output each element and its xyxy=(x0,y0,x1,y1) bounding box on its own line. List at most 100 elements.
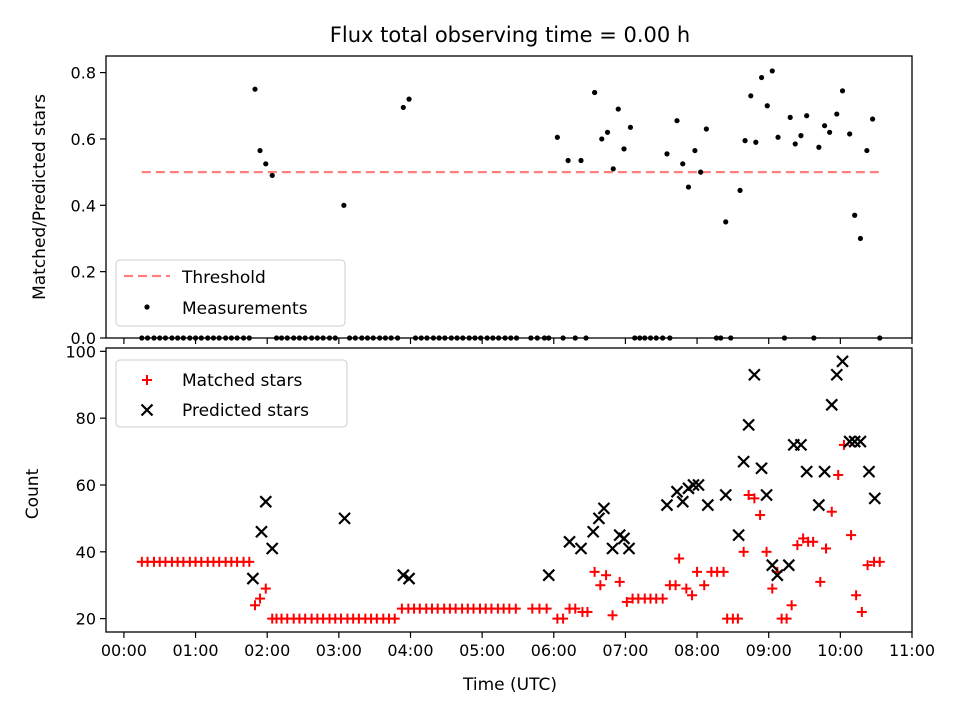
x-tick-label: 04:00 xyxy=(387,641,433,660)
predicted-star-marker xyxy=(760,488,773,502)
predicted-star-marker xyxy=(766,558,779,572)
predicted-star-marker xyxy=(843,435,856,448)
matched-star-marker xyxy=(749,493,760,504)
matched-star-marker xyxy=(792,540,803,551)
bottom-legend: Matched stars Predicted stars xyxy=(115,359,348,428)
predicted-star-marker xyxy=(800,465,813,478)
predicted-star-marker xyxy=(140,403,154,417)
measurement-point xyxy=(769,68,775,74)
measurement-point xyxy=(834,111,840,117)
matched-star-marker xyxy=(589,566,600,577)
y-tick-label: 0.0 xyxy=(71,329,96,348)
matched-star-marker xyxy=(657,593,668,604)
matched-star-marker xyxy=(755,510,766,521)
predicted-star-marker xyxy=(246,572,260,585)
matched-star-marker xyxy=(732,613,743,624)
matched-star-marker xyxy=(681,583,692,594)
measurement-point xyxy=(821,123,828,129)
x-tick-label: 06:00 xyxy=(531,641,577,660)
measurement-point xyxy=(857,235,864,242)
measurement-point xyxy=(263,161,269,167)
measurement-point xyxy=(792,141,798,147)
measurement-point xyxy=(685,184,692,190)
measurement-point xyxy=(864,147,870,154)
matched-star-marker xyxy=(692,566,703,577)
y-tick-label: 0.6 xyxy=(71,130,96,149)
predicted-star-marker xyxy=(670,485,684,498)
measurement-point xyxy=(804,113,810,119)
top-y-axis-label: Matched/Predicted stars xyxy=(30,94,50,300)
measurement-point xyxy=(578,157,584,164)
matched-star-marker xyxy=(260,583,271,594)
predicted-star-marker xyxy=(617,532,631,545)
matched-star-marker xyxy=(821,543,832,554)
predicted-star-marker xyxy=(687,478,700,492)
x-tick-label: 03:00 xyxy=(316,641,362,660)
predicted-star-marker xyxy=(592,512,606,525)
matched-star-marker xyxy=(541,603,552,614)
predicted-star-marker xyxy=(737,455,750,468)
measurement-point xyxy=(680,161,686,167)
matched-star-marker xyxy=(570,603,581,614)
matched-star-marker xyxy=(389,613,400,624)
matched-star-marker xyxy=(601,570,612,581)
predicted-star-marker xyxy=(848,435,861,448)
predicted-star-marker xyxy=(825,398,839,412)
predicted-star-marker xyxy=(782,558,796,572)
measurement-point xyxy=(827,129,833,135)
measurement-point xyxy=(674,118,680,124)
matched-star-marker xyxy=(761,546,772,557)
chart-title: Flux total observing time = 0.00 h xyxy=(330,23,690,47)
measurement-point xyxy=(592,89,598,96)
x-tick-label: 05:00 xyxy=(459,641,505,660)
predicted-star-marker xyxy=(259,495,273,508)
predicted-star-marker xyxy=(338,512,351,525)
matched-star-marker xyxy=(833,469,844,480)
measurement-point xyxy=(775,134,781,140)
matched-star-marker xyxy=(743,490,754,501)
measurement-point xyxy=(565,157,571,164)
measurement-point xyxy=(610,166,616,172)
matched-star-marker xyxy=(687,590,698,601)
predicted-star-marker xyxy=(701,498,715,512)
matched-star-marker xyxy=(558,613,569,624)
measurement-point xyxy=(869,116,876,122)
measurement-point xyxy=(269,172,275,179)
predicted-star-marker xyxy=(597,502,611,515)
measurement-point xyxy=(599,136,605,142)
predicted-star-marker xyxy=(402,572,416,585)
x-tick-label: 10:00 xyxy=(817,641,863,660)
measurement-point xyxy=(787,114,793,120)
y-tick-label: 20 xyxy=(76,610,96,629)
matched-star-marker xyxy=(808,536,819,547)
y-tick-label: 60 xyxy=(76,476,96,495)
matched-star-marker xyxy=(856,606,867,617)
x-tick-label: 00:00 xyxy=(101,641,147,660)
predicted-star-marker xyxy=(255,525,268,539)
predicted-star-marker xyxy=(563,535,576,549)
predicted-star-marker xyxy=(676,495,690,508)
y-tick-label: 80 xyxy=(76,409,96,428)
matched-star-marker xyxy=(786,600,797,611)
measurement-point xyxy=(816,144,822,150)
measurement-point xyxy=(692,147,698,154)
matched-star-marker xyxy=(851,590,862,601)
predicted-star-marker xyxy=(397,568,410,582)
predicted-star-marker xyxy=(574,542,588,555)
matched-star-marker xyxy=(699,580,710,591)
x-tick-label: 08:00 xyxy=(674,641,720,660)
y-tick-label: 0.2 xyxy=(71,263,96,282)
predicted-star-marker xyxy=(692,478,705,492)
measurements-legend-swatch xyxy=(144,304,150,310)
measurement-point xyxy=(615,106,621,112)
y-tick-label: 100 xyxy=(65,342,96,361)
predicted-star-marker xyxy=(586,525,600,539)
predicted-legend-label: Predicted stars xyxy=(182,401,309,421)
measurement-point xyxy=(847,131,853,137)
x-tick-label: 01:00 xyxy=(173,641,219,660)
predicted-star-marker xyxy=(732,528,745,542)
matched-star-marker xyxy=(670,580,681,591)
matched-star-marker xyxy=(142,375,152,385)
predicted-star-marker xyxy=(660,498,674,512)
